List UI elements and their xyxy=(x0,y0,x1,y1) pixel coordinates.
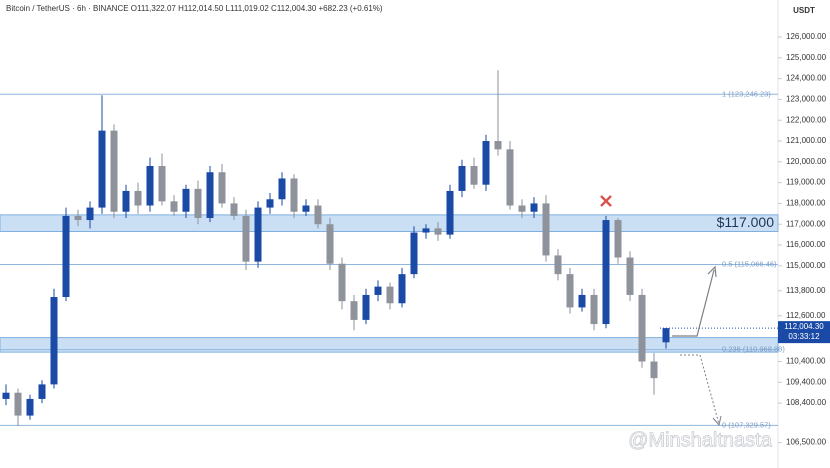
candle-body xyxy=(278,178,286,200)
candle-body xyxy=(314,205,322,225)
candle-body xyxy=(554,255,562,275)
y-tick-label: 112,600.00 xyxy=(786,311,826,320)
candle-body xyxy=(326,224,334,264)
fib-label: 0.236 (110,968.88) xyxy=(722,345,785,354)
y-tick-label: 119,000.00 xyxy=(786,178,826,187)
candle-body xyxy=(14,392,22,416)
candle-body xyxy=(230,203,238,216)
candle-body xyxy=(290,178,298,212)
y-tick-label: 115,000.00 xyxy=(786,261,826,270)
candle-body xyxy=(194,188,202,218)
candle-body xyxy=(422,228,430,233)
candle-body xyxy=(578,294,586,308)
candle-body xyxy=(386,286,394,304)
candle-body xyxy=(350,301,358,320)
candle-body xyxy=(26,398,34,416)
price-zone xyxy=(0,214,779,233)
candle-body xyxy=(122,190,130,212)
candle-body xyxy=(410,232,418,275)
candle-body xyxy=(266,199,274,208)
candle-body xyxy=(518,205,526,212)
candle-body xyxy=(38,384,46,399)
y-tick-label: 118,000.00 xyxy=(786,199,826,208)
candle-body xyxy=(458,165,466,191)
y-tick-label: 125,000.00 xyxy=(786,53,827,62)
candle-body xyxy=(182,188,190,212)
candle-body xyxy=(506,149,514,206)
y-tick-label: 123,000.00 xyxy=(786,95,827,104)
candle-body xyxy=(566,274,574,308)
candle-body xyxy=(146,165,154,206)
candle-body xyxy=(338,263,346,302)
watermark: @Minshaltnasta xyxy=(628,429,773,451)
candle-body xyxy=(446,190,454,235)
y-tick-label: 122,000.00 xyxy=(786,115,827,124)
candle-body xyxy=(134,190,142,206)
candle-body xyxy=(110,130,118,212)
y-tick-label: 121,000.00 xyxy=(786,136,827,145)
candle-body xyxy=(434,228,442,235)
candle-body xyxy=(482,141,490,185)
candle-body xyxy=(218,172,226,204)
fib-label: 0 (107,329.57) xyxy=(722,420,771,429)
y-tick-label: 116,000.00 xyxy=(786,240,826,249)
y-tick-label: 106,500.00 xyxy=(786,438,827,447)
price-zone xyxy=(0,337,779,353)
candle-body xyxy=(98,130,106,208)
y-tick-label: 113,800.00 xyxy=(786,286,826,295)
candle-body xyxy=(170,201,178,212)
candle-body xyxy=(494,141,502,150)
candle-body xyxy=(530,203,538,212)
y-tick-label: 120,000.00 xyxy=(786,157,827,166)
candle-body xyxy=(254,207,262,262)
candle-body xyxy=(374,286,382,295)
candle-body xyxy=(2,392,10,399)
candle-body xyxy=(398,274,406,304)
candle-body xyxy=(86,207,94,221)
zone-label: $117.000 xyxy=(717,214,775,230)
candle-body xyxy=(662,328,670,343)
candle-body xyxy=(242,215,250,262)
candle-body xyxy=(74,215,82,221)
y-tick-label: 109,400.00 xyxy=(786,377,827,386)
header-info: Bitcoin / TetherUS · 6h · BINANCE O111,3… xyxy=(6,4,383,13)
y-tick-label: 108,400.00 xyxy=(786,398,827,407)
candle-body xyxy=(206,172,214,218)
candle-body xyxy=(650,361,658,379)
last-price-label: 112,004.30 xyxy=(784,322,824,331)
candle-body xyxy=(362,294,370,320)
candle-body xyxy=(602,220,610,325)
y-tick-label: 110,400.00 xyxy=(786,357,826,366)
candle-body xyxy=(470,165,478,185)
y-tick-label: 126,000.00 xyxy=(786,32,827,41)
cross-mark xyxy=(600,195,612,207)
currency: USDT xyxy=(793,6,815,15)
y-tick-label: 124,000.00 xyxy=(786,74,827,83)
candle-body xyxy=(542,203,550,256)
candle-body xyxy=(614,220,622,258)
candle-body xyxy=(590,294,598,325)
projection-arrows xyxy=(672,265,722,427)
last-price-box xyxy=(778,321,830,344)
fib-label: 1 (123,246.23) xyxy=(722,89,771,98)
candle-body xyxy=(302,205,310,212)
candle-body xyxy=(62,215,70,298)
candle-body xyxy=(158,165,166,202)
countdown: 03:33:12 xyxy=(788,332,820,341)
y-tick-label: 117,000.00 xyxy=(786,219,826,228)
fib-label: 0.5 (115,066.46) xyxy=(722,259,777,268)
candle-body xyxy=(638,294,646,362)
candle-body xyxy=(626,257,634,295)
candle-body xyxy=(50,297,58,385)
